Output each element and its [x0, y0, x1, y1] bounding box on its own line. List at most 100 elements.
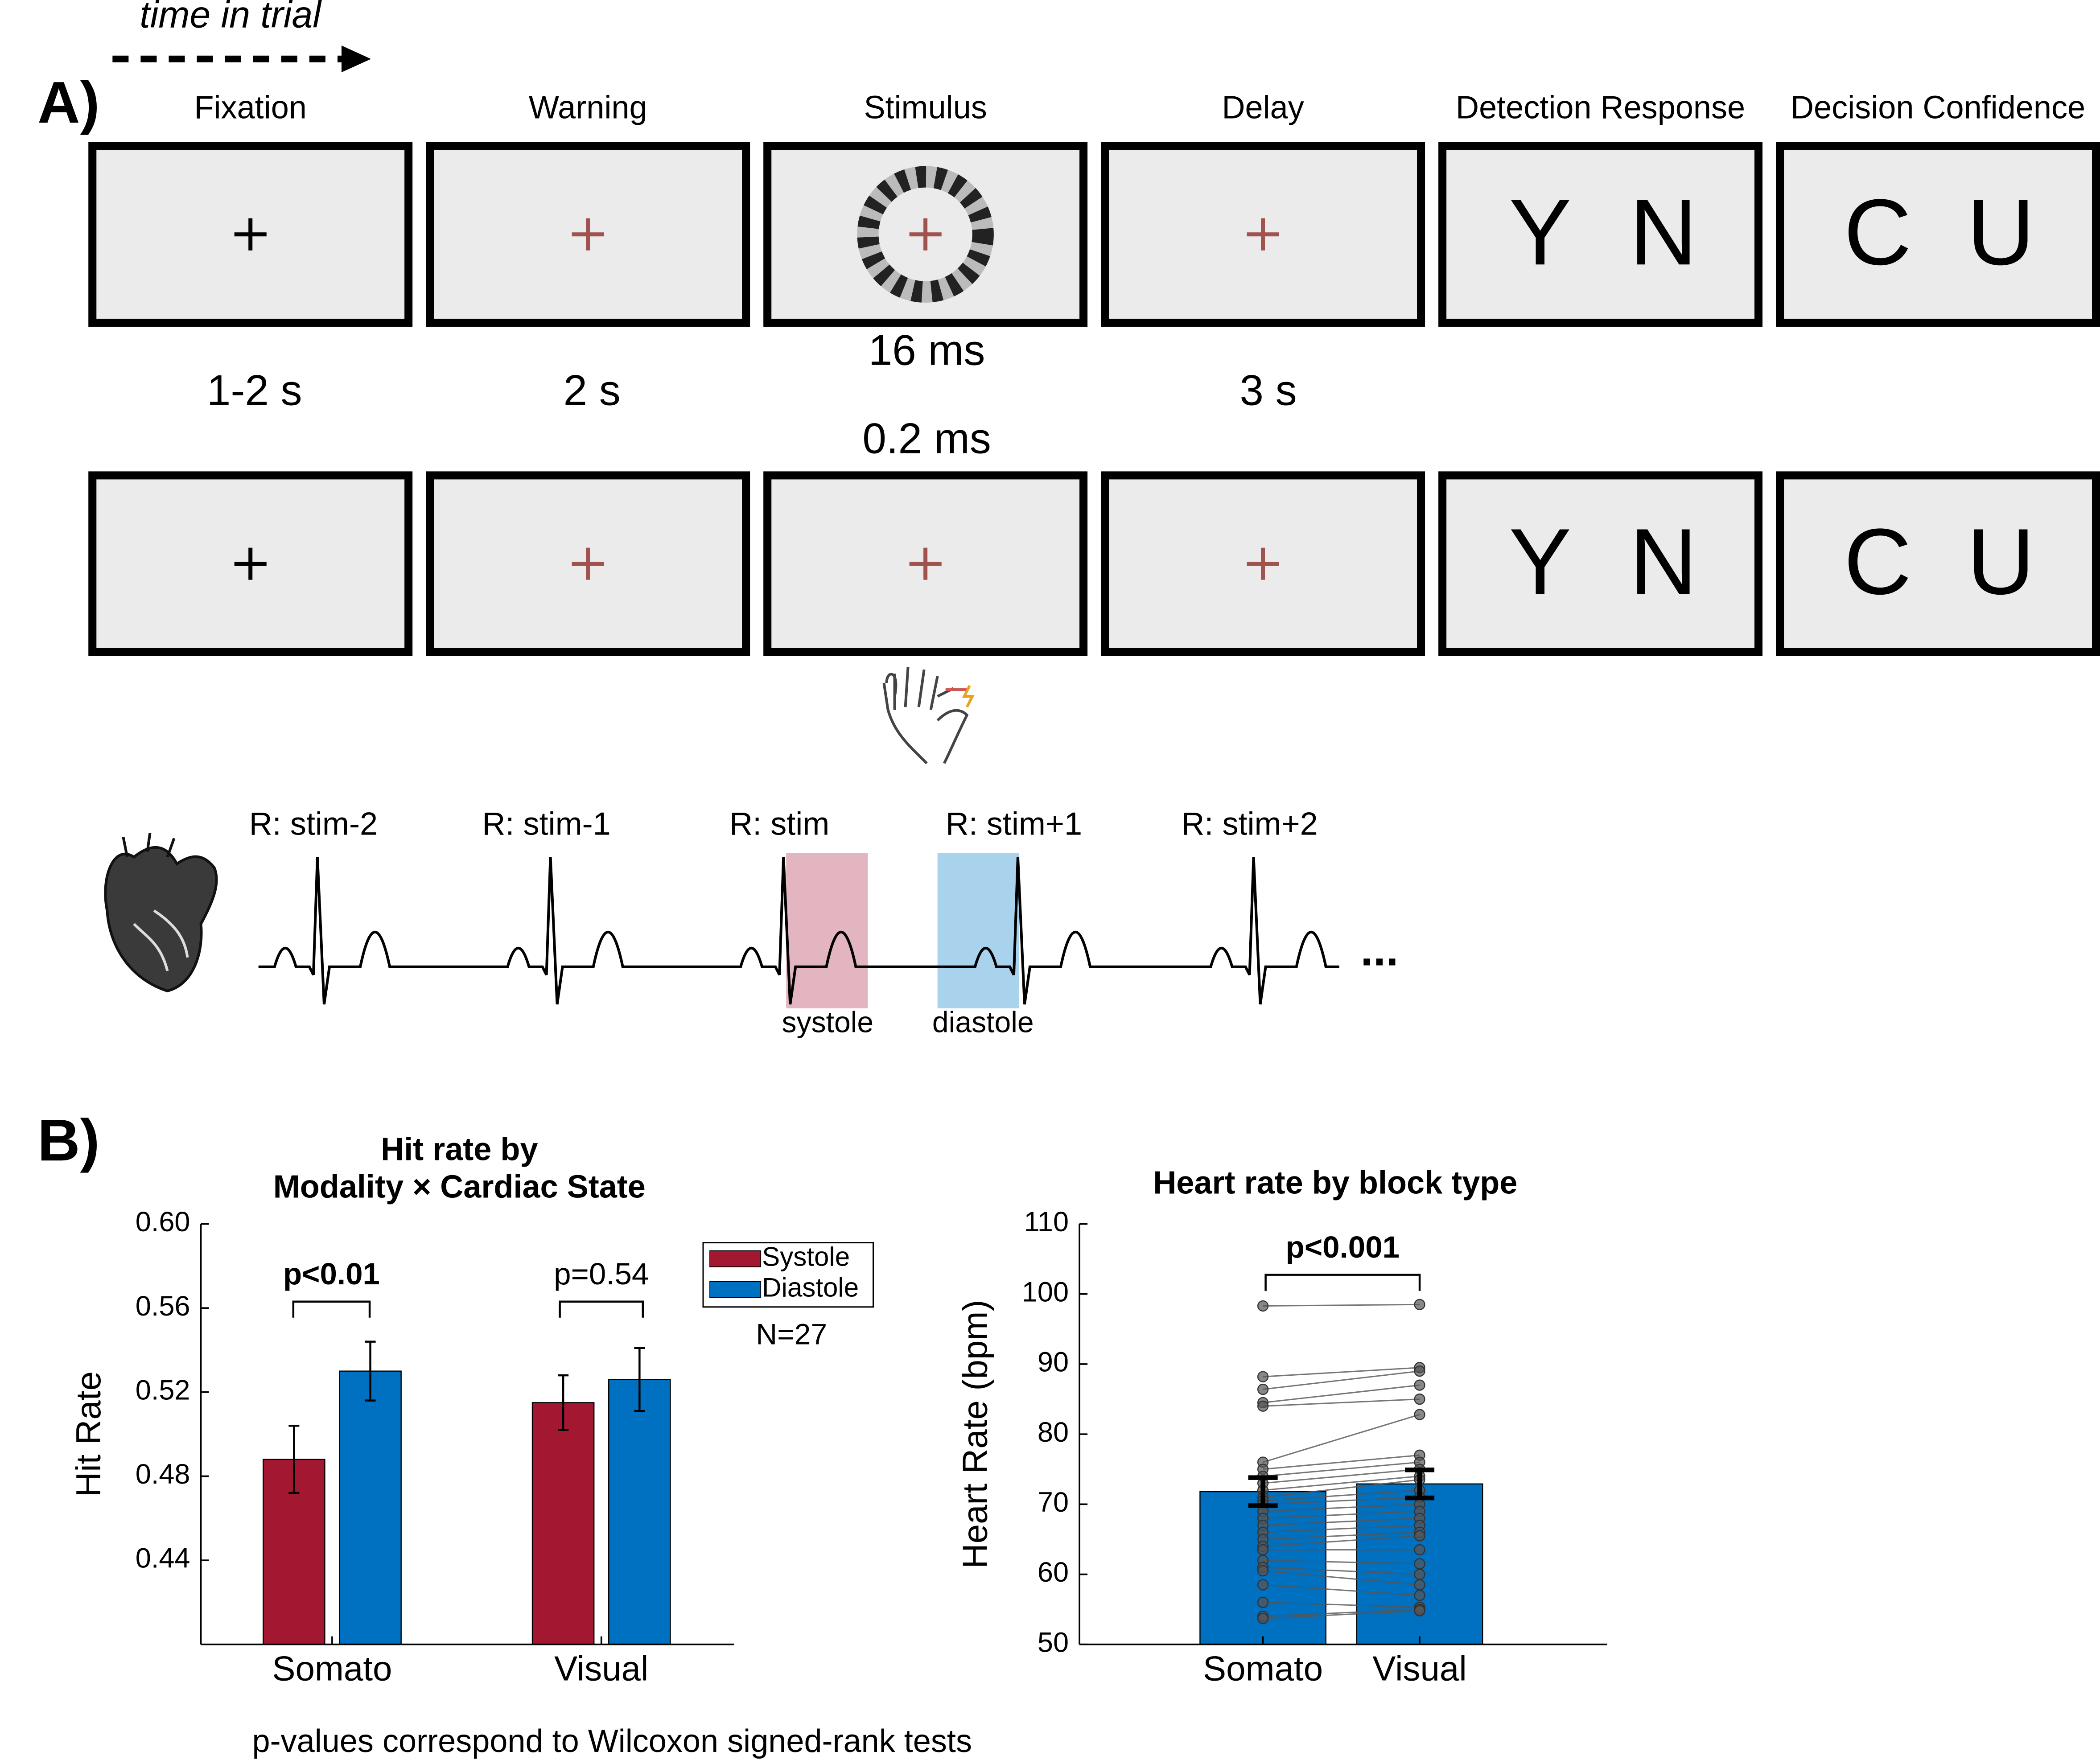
ellipsis: ... — [1360, 925, 1398, 975]
r-peak-label: R: stim-2 — [249, 806, 378, 842]
paired-line — [1263, 1454, 1420, 1470]
y-axis-label: Hit Rate — [69, 1371, 108, 1497]
y-tick-label: 60 — [1038, 1557, 1069, 1588]
subject-point — [1414, 1605, 1425, 1616]
x-tick-label: Somato — [272, 1649, 392, 1688]
paired-line — [1263, 1584, 1420, 1596]
screen — [1438, 471, 1763, 656]
paired-line — [1263, 1384, 1420, 1403]
paired-line — [1263, 1601, 1420, 1608]
paired-line — [1263, 1608, 1420, 1617]
chart-title: Modality × Cardiac State — [273, 1169, 646, 1205]
paired-line — [1263, 1510, 1420, 1519]
x-tick-label: Visual — [1372, 1649, 1466, 1688]
y-tick-label: 0.44 — [136, 1543, 190, 1574]
paired-line — [1263, 1367, 1420, 1377]
y-tick-label: 0.48 — [136, 1459, 190, 1490]
diastole-window — [937, 853, 1019, 1008]
paired-line — [1263, 1567, 1420, 1575]
subject-point — [1414, 1558, 1425, 1570]
paired-line — [1263, 1497, 1420, 1505]
subject-point — [1257, 1579, 1269, 1591]
screen-title: Stimulus — [864, 90, 987, 125]
subject-point — [1414, 1299, 1425, 1310]
r-peak-label: R: stim-1 — [482, 806, 610, 842]
screen-title: Fixation — [194, 90, 307, 125]
p-value: p=0.54 — [554, 1256, 649, 1291]
y-tick-label: 0.52 — [136, 1374, 190, 1406]
paired-line — [1263, 1370, 1420, 1390]
hand-icon — [882, 666, 975, 765]
time-arrowhead — [341, 45, 371, 73]
paired-line — [1263, 1531, 1420, 1540]
paired-line — [1263, 1303, 1420, 1307]
subject-point — [1257, 1371, 1269, 1382]
footnote: p-values correspond to Wilcoxon signed-r… — [252, 1723, 972, 1759]
legend-swatch — [709, 1281, 762, 1298]
subject-point — [1414, 1579, 1425, 1591]
legend-swatch — [709, 1250, 762, 1267]
response-key: C — [1844, 509, 1911, 614]
significance-bracket — [1264, 1274, 1421, 1291]
paired-line — [1263, 1489, 1420, 1501]
subject-point — [1257, 1383, 1269, 1395]
subject-point — [1414, 1544, 1425, 1556]
subject-point — [1257, 1565, 1269, 1577]
subject-point — [1257, 1612, 1269, 1624]
y-tick-label: 0.56 — [136, 1291, 190, 1322]
time-label: time in trial — [140, 0, 322, 35]
subject-point — [1414, 1379, 1425, 1391]
ecg-trace — [258, 857, 1339, 1005]
y-axis-label: Heart Rate (bpm) — [955, 1300, 994, 1569]
bar — [339, 1370, 402, 1645]
subject-point — [1414, 1590, 1425, 1601]
legend-label: Diastole — [762, 1273, 859, 1303]
panel-label: B) — [37, 1107, 99, 1173]
paired-line — [1263, 1524, 1420, 1533]
response-key: Y — [1509, 180, 1571, 284]
significance-bracket — [292, 1300, 371, 1318]
r-peak-label: R: stim+1 — [946, 806, 1082, 842]
r-peak-label: R: stim — [729, 806, 829, 842]
p-value: p<0.001 — [1286, 1229, 1400, 1264]
y-tick-label: 110 — [1024, 1206, 1069, 1238]
subject-point — [1257, 1300, 1269, 1312]
phase-label: systole — [782, 1006, 874, 1039]
response-key: Y — [1509, 509, 1571, 614]
subject-point — [1257, 1400, 1269, 1412]
duration: 3 s — [1240, 367, 1297, 415]
y-tick-label: 50 — [1038, 1627, 1069, 1658]
chart-title: Heart rate by block type — [1153, 1165, 1517, 1201]
duration: 2 s — [564, 367, 621, 415]
screen-title: Decision Confidence — [1791, 90, 2085, 125]
heart-icon — [104, 832, 218, 992]
paired-line — [1263, 1468, 1420, 1484]
paired-line — [1263, 1559, 1420, 1565]
stim-duration: 16 ms — [869, 326, 985, 374]
response-key: U — [1967, 180, 2035, 284]
stim-duration: 0.2 ms — [862, 415, 991, 463]
y-tick-label: 100 — [1022, 1276, 1069, 1308]
paired-line — [1263, 1414, 1420, 1463]
x-tick-label: Visual — [554, 1649, 648, 1688]
screen-title: Warning — [529, 90, 647, 125]
screen-title: Delay — [1222, 90, 1304, 125]
response-key: U — [1967, 509, 2035, 614]
stimulus-ring — [857, 166, 994, 303]
paired-line — [1263, 1517, 1420, 1526]
paired-line — [1263, 1479, 1420, 1498]
x-tick-label: Somato — [1203, 1649, 1323, 1688]
subject-point — [1414, 1393, 1425, 1405]
panel-label: A) — [37, 70, 99, 136]
r-peak-label: R: stim+2 — [1181, 806, 1318, 842]
subject-point — [1414, 1530, 1425, 1542]
legend-label: Systole — [762, 1242, 850, 1272]
subject-point — [1414, 1365, 1425, 1377]
significance-bracket — [559, 1300, 644, 1318]
y-tick-label: 90 — [1038, 1347, 1069, 1378]
paired-line — [1263, 1570, 1420, 1586]
subject-point — [1414, 1568, 1425, 1580]
response-key: C — [1844, 180, 1911, 284]
